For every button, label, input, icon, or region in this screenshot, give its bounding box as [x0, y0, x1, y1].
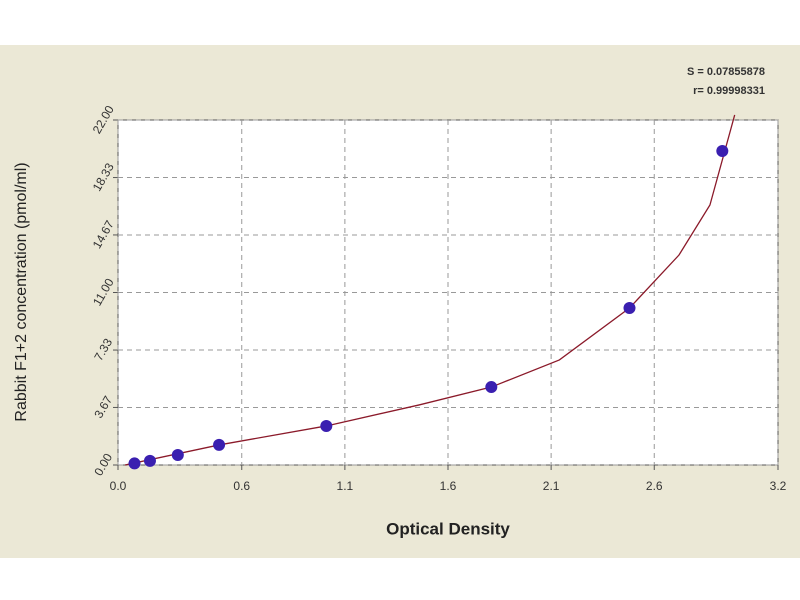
- x-tick-label: 3.2: [770, 479, 787, 493]
- x-tick-label: 1.1: [337, 479, 354, 493]
- data-point: [320, 419, 333, 432]
- fit-curve: [124, 114, 736, 466]
- data-point: [128, 457, 141, 470]
- data-point: [716, 145, 729, 158]
- data-point: [485, 381, 498, 394]
- x-tick-label: 2.6: [646, 479, 663, 493]
- annotation: S = 0.07855878: [687, 66, 765, 78]
- annotation: r= 0.99998331: [693, 85, 765, 97]
- data-point: [623, 302, 636, 315]
- data-point: [213, 438, 226, 451]
- x-tick-label: 2.1: [543, 479, 560, 493]
- data-point: [171, 448, 184, 461]
- data-point: [143, 454, 156, 467]
- x-tick-label: 0.0: [110, 479, 127, 493]
- x-tick-label: 1.6: [440, 479, 457, 493]
- x-tick-label: 0.6: [233, 479, 250, 493]
- y-axis-label: Rabbit F1+2 concentration (pmol/ml): [13, 162, 30, 421]
- x-axis-label: Optical Density: [386, 519, 510, 538]
